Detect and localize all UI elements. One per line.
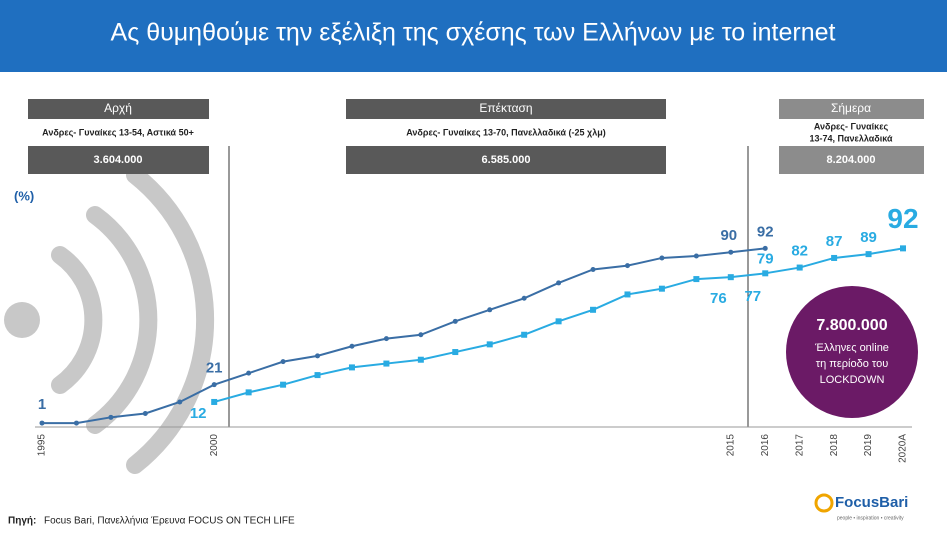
data-label: 76 [710, 290, 727, 307]
period-title: Αρχή [104, 101, 132, 115]
data-point [211, 398, 218, 405]
data-point [108, 414, 114, 420]
period-title: Επέκταση [479, 101, 532, 115]
x-tick-label: 2018 [829, 434, 840, 457]
x-tick-label: 2020A [898, 434, 909, 463]
data-point [728, 249, 734, 255]
data-point [624, 291, 631, 298]
data-label: 77 [744, 288, 761, 305]
data-label: 12 [190, 405, 207, 422]
data-point [486, 341, 493, 348]
data-point [245, 389, 252, 396]
data-point [693, 253, 699, 259]
data-point [315, 353, 321, 359]
x-tick-label: 2016 [760, 434, 771, 457]
period-header [28, 99, 209, 119]
period-total-box [779, 146, 924, 174]
callout-number: 7.800.000 [816, 317, 887, 334]
data-label: 92 [887, 203, 918, 234]
data-point [590, 266, 596, 272]
source: Focus Bari, Πανελλήνια Έρευνα FOCUS ON T… [44, 515, 295, 527]
data-point [142, 410, 148, 416]
data-point [383, 336, 389, 342]
data-point [521, 295, 527, 301]
data-point [211, 382, 217, 388]
data-point [452, 318, 458, 324]
data-point [246, 370, 252, 376]
logo-icon [814, 493, 834, 513]
data-point [487, 307, 493, 313]
series-line [42, 247, 766, 425]
period-title: Σήμερα [831, 101, 871, 115]
title-bar [0, 0, 947, 72]
data-point [521, 331, 528, 338]
data-point [177, 399, 183, 405]
data-point [624, 263, 630, 269]
source-label: Πηγή: [8, 516, 36, 527]
data-point [693, 276, 700, 283]
x-tick-label: 2017 [794, 434, 805, 457]
data-point [831, 254, 838, 261]
callout-text: Έλληνες online [814, 342, 889, 354]
title: Ας θυμηθούμε την εξέλιξη της σχέσης των … [111, 19, 836, 47]
data-point [659, 255, 665, 261]
data-point [314, 372, 321, 379]
data-label: 82 [791, 243, 808, 260]
data-point [417, 356, 424, 363]
period-total: 8.204.000 [827, 154, 876, 166]
x-tick-label: 2015 [725, 434, 736, 457]
data-label: 79 [757, 250, 774, 267]
data-point [900, 245, 906, 252]
data-point [865, 251, 872, 258]
period-subtitle: Ανδρες- Γυναίκες 13-54, Αστικά 50+ [42, 127, 194, 137]
data-point [39, 420, 45, 426]
period-subtitle: Ανδρες- Γυναίκες 13-70, Πανελλαδικά (-25… [406, 127, 605, 137]
data-point [796, 264, 803, 271]
data-point [727, 274, 734, 281]
logo: FocusBari [835, 494, 908, 511]
data-label: 89 [860, 229, 877, 246]
period-total: 6.585.000 [482, 154, 531, 166]
logo-tagline: people • inspiration • creativity [837, 515, 904, 521]
callout-text: τη περίοδο του [816, 358, 888, 370]
data-point [383, 360, 390, 367]
data-label: 92 [757, 223, 774, 240]
data-point [556, 280, 562, 286]
x-tick-label: 1995 [37, 434, 48, 457]
y-axis-label: (%) [14, 188, 34, 203]
data-point [348, 364, 355, 371]
data-point [73, 420, 79, 426]
data-label: 1 [38, 396, 46, 413]
data-point [349, 343, 355, 349]
data-point [555, 318, 562, 325]
period-header [346, 99, 666, 119]
period-total-box [346, 146, 666, 174]
data-label: 90 [720, 227, 737, 244]
callout-circle [786, 286, 918, 418]
callout-text: LOCKDOWN [820, 374, 885, 386]
data-point [452, 349, 459, 356]
data-label: 21 [206, 360, 223, 377]
x-tick-label: 2019 [863, 434, 874, 457]
x-tick-label: 2000 [209, 434, 220, 457]
data-point [280, 359, 286, 365]
period-subtitle: Ανδρες- Γυναίκες [814, 121, 889, 131]
period-header [779, 99, 924, 119]
data-point [762, 270, 769, 277]
data-point [418, 332, 424, 338]
period-subtitle: 13-74, Πανελλαδικά [810, 133, 893, 143]
wifi-icon [4, 166, 215, 474]
data-point [280, 381, 287, 388]
data-point [762, 245, 768, 251]
data-label: 87 [826, 233, 843, 250]
period-total: 3.604.000 [94, 154, 143, 166]
data-point [658, 285, 665, 292]
period-total-box [28, 146, 209, 174]
data-point [590, 306, 597, 313]
